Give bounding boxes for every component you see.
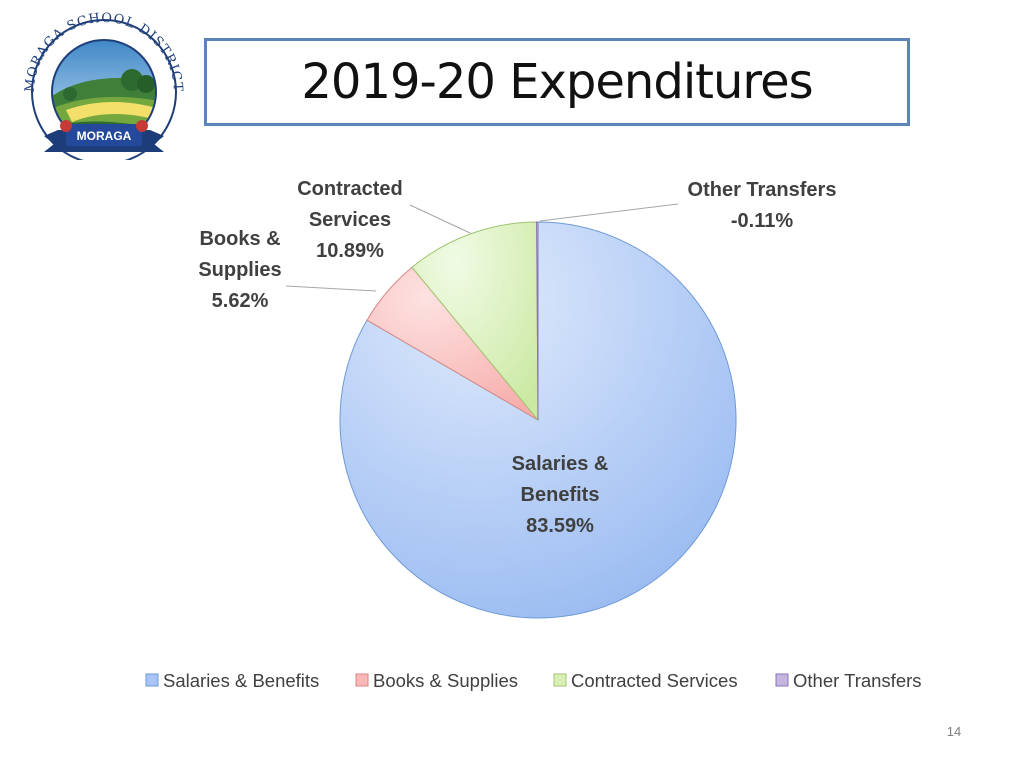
data-label-other-transfers: Other Transfers -0.11% (688, 179, 837, 232)
leader-line-books-supplies (285, 285, 377, 292)
legend-label-contracted-services: Contracted Services (571, 670, 738, 691)
legend-swatch-salaries (145, 673, 159, 687)
legend-label-other-transfers: Other Transfers (793, 670, 922, 691)
legend-label-books-supplies: Books & Supplies (373, 670, 518, 691)
pie-slice-contracted-services (411, 221, 539, 422)
moraga-school-district-logo: MORAGA SCHOOL DISTRICT MORAGA (23, 11, 184, 160)
slide-title-box: 2019-20 Expenditures (204, 38, 910, 126)
legend-swatch-other-transfers (775, 673, 789, 687)
logo-ribbon-text: MORAGA (77, 129, 132, 143)
page-number: 14 (946, 724, 962, 739)
data-label-books-supplies: Books & Supplies 5.62% (198, 228, 281, 312)
legend-swatch-contracted-services (553, 673, 567, 687)
pie-slice-other-transfers (536, 221, 539, 421)
legend-label-salaries: Salaries & Benefits (163, 670, 319, 691)
leader-line-other-transfers (539, 203, 679, 222)
leader-line-contracted-services (409, 204, 471, 234)
slide-title: 2019-20 Expenditures (301, 54, 813, 110)
legend-swatch-books-supplies (355, 673, 369, 687)
data-label-contracted-services: Contracted Services 10.89% (297, 178, 403, 262)
pie-slice-salaries (339, 221, 737, 619)
data-label-salaries: Salaries & Benefits 83.59% (512, 453, 609, 537)
